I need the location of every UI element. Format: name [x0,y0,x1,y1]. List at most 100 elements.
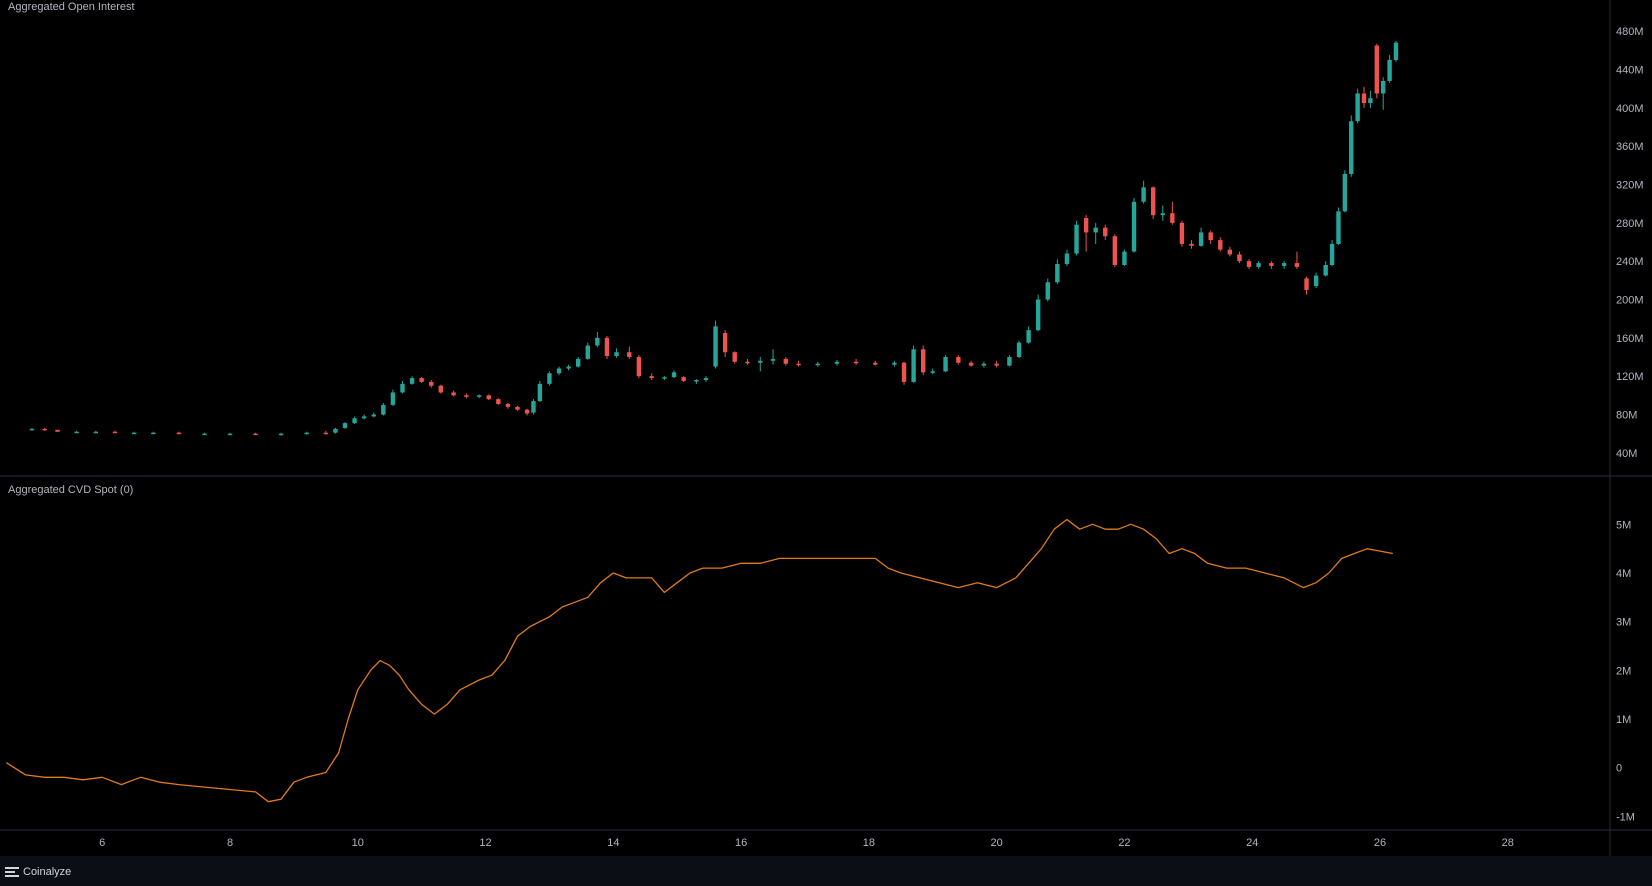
candle-body [1112,236,1118,265]
candle-body [745,361,750,364]
candle [476,394,482,399]
candle [55,429,60,432]
candle-body [1304,278,1309,290]
candle [1150,186,1156,219]
candle [278,432,284,436]
candle-body [1198,232,1204,246]
candle [681,376,686,382]
candle-body [930,371,935,373]
candle [151,431,156,435]
cvd-y-tick-label: 5M [1616,519,1631,531]
candle [1112,234,1118,267]
candle-body [464,395,469,397]
candle [745,358,750,365]
x-tick-label: 8 [227,837,233,849]
candle [585,342,590,360]
candle [253,432,258,436]
candle [1170,201,1175,225]
candle-body [1246,261,1252,267]
candle-body [1179,222,1185,244]
candle-body [1313,275,1319,287]
brand-link[interactable]: Coinalyze [5,866,71,878]
cvd-spot-chart [6,518,1393,803]
candle-body [1160,213,1165,216]
candle [1045,278,1050,302]
candle-body [131,432,137,435]
candle [713,320,718,369]
candle [1026,326,1031,344]
candle [515,405,520,411]
candle-body [1342,173,1348,212]
candle [333,427,338,434]
candle [1179,220,1185,247]
candle [770,349,776,365]
oi-y-tick-label: 80M [1616,410,1637,422]
candle-body [400,383,405,393]
candle [873,360,878,366]
candle-body [1208,232,1213,241]
candle-body [770,358,776,361]
candle-body [1189,243,1194,246]
candle-body [1150,187,1156,216]
candle-body [920,349,926,373]
x-tick-label: 18 [863,837,875,849]
candle-body [722,333,728,353]
candle [419,377,424,383]
candle-body [342,423,348,428]
candle-body [1055,264,1060,283]
candle [1304,276,1309,295]
candle [1103,224,1108,241]
candle [1246,259,1252,269]
candle [758,357,763,372]
candle-body [1374,45,1380,94]
cvd-y-tick-label: 3M [1616,617,1631,629]
candle-body [1294,263,1300,267]
candle [1269,261,1274,269]
candle-body [438,385,444,393]
candle-body [1122,251,1127,265]
candle [1368,90,1373,108]
candle-body [1227,249,1233,255]
candle [1323,261,1328,277]
candle-body [566,366,571,369]
candle-body [381,404,386,415]
candle-body [1269,263,1274,266]
candle-body [1026,330,1031,343]
candle [323,430,329,435]
candle [1141,180,1146,204]
menu-icon [5,867,19,877]
candle [575,357,581,368]
candle [524,408,530,416]
candle-body [1329,243,1335,265]
candle-body [1035,299,1041,331]
candle [662,376,667,380]
x-tick-label: 28 [1502,837,1514,849]
candle-body [671,372,677,378]
candle-body [943,357,948,372]
oi-y-tick-label: 400M [1616,103,1644,115]
candle-body [1323,265,1328,276]
candle [1093,222,1098,244]
candle-body [956,357,961,363]
candle [112,430,118,434]
oi-y-tick-label: 200M [1616,295,1644,307]
candle-body [1281,263,1287,266]
candle-body [93,431,99,434]
candle [352,416,357,425]
candle-body [703,378,709,380]
candle [1237,251,1242,264]
candle-body [151,432,156,435]
candle [1064,249,1070,266]
candle [1256,261,1261,269]
candle-body [74,431,79,434]
candle [1374,43,1380,99]
x-tick-label: 24 [1246,837,1258,849]
candle-body [390,392,396,405]
candle [1227,246,1233,257]
candle [1387,55,1392,83]
candle [1313,272,1319,288]
x-tick-label: 20 [991,837,1003,849]
candle [93,430,99,434]
candle-body [202,433,207,436]
footer-bar [0,856,1652,886]
